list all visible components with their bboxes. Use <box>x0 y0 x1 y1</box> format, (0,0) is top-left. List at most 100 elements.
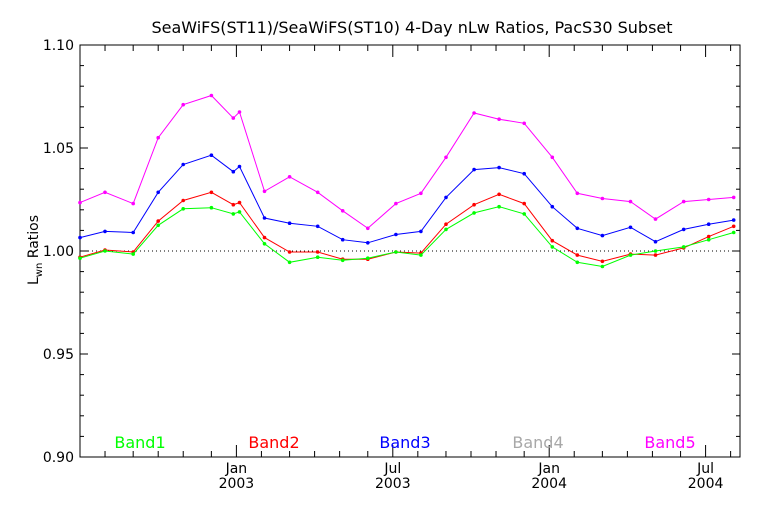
data-point-band3 <box>628 225 633 230</box>
data-point-band1 <box>472 211 476 215</box>
data-point-band3 <box>315 224 320 229</box>
data-point-band3 <box>287 221 292 225</box>
data-point-band3 <box>340 237 345 242</box>
data-point-band3 <box>653 239 658 244</box>
data-point-band3 <box>103 229 107 234</box>
data-point-band1 <box>209 205 214 210</box>
data-point-band5 <box>181 102 185 107</box>
data-point-band2 <box>287 250 292 254</box>
data-point-band5 <box>600 196 605 201</box>
legend-band2: Band2 <box>248 433 299 452</box>
data-point-band3 <box>78 235 82 240</box>
data-point-band1 <box>444 227 448 232</box>
data-point-band2 <box>497 192 501 197</box>
data-point-band5 <box>231 116 236 120</box>
data-point-band2 <box>181 198 185 203</box>
data-point-band2 <box>156 219 160 223</box>
data-point-band3 <box>262 216 267 220</box>
legend-band3: Band3 <box>379 433 430 452</box>
data-point-band1 <box>628 253 633 257</box>
data-point-band1 <box>575 260 580 265</box>
data-point-band1 <box>181 207 185 211</box>
series-line-band1 <box>79 206 734 268</box>
data-point-band1 <box>231 212 236 216</box>
x-tick-year: 2003 <box>219 476 255 492</box>
x-tick-year: 2004 <box>531 476 567 492</box>
data-point-band1 <box>600 264 605 269</box>
data-point-band5 <box>237 110 242 114</box>
data-point-band1 <box>287 260 292 265</box>
data-point-band1 <box>262 242 267 246</box>
data-point-band1 <box>315 255 320 259</box>
y-tick-label: 1.05 <box>43 141 74 157</box>
x-tick-year: 2003 <box>375 476 411 492</box>
data-point-band1 <box>681 245 686 249</box>
y-tick-label: 0.95 <box>43 347 74 363</box>
y-tick-label: 0.90 <box>43 450 74 466</box>
y-tick-label: 1.00 <box>43 244 74 260</box>
data-point-band5 <box>497 117 501 121</box>
x-tick-month: Jul <box>383 461 401 477</box>
data-point-band2 <box>731 224 736 229</box>
data-point-band5 <box>287 175 292 179</box>
data-point-band5 <box>444 155 448 160</box>
data-point-band1 <box>419 253 423 257</box>
data-point-band2 <box>706 234 711 239</box>
legend-band4: Band4 <box>512 433 563 452</box>
data-point-band3 <box>444 195 448 200</box>
data-point-band2 <box>262 235 267 240</box>
data-point-band3 <box>731 218 736 222</box>
data-point-band5 <box>550 155 555 160</box>
plot-frame <box>79 44 741 458</box>
data-point-band5 <box>628 199 633 204</box>
data-point-band2 <box>231 202 236 207</box>
data-point-band1 <box>131 252 135 256</box>
data-point-band3 <box>472 167 476 172</box>
data-point-band3 <box>681 227 686 232</box>
data-point-band2 <box>522 201 526 206</box>
y-tick-label: 1.10 <box>43 38 74 54</box>
data-point-band3 <box>394 232 398 237</box>
data-point-band1 <box>366 256 370 261</box>
data-point-band1 <box>103 249 107 253</box>
data-point-band5 <box>366 226 370 231</box>
data-point-band3 <box>550 204 555 209</box>
data-point-band2 <box>237 200 242 205</box>
data-point-band3 <box>600 233 605 238</box>
data-point-band5 <box>340 209 345 213</box>
data-point-band5 <box>681 199 686 204</box>
data-point-band5 <box>706 197 711 202</box>
data-point-band3 <box>522 171 526 176</box>
data-point-band2 <box>209 190 214 195</box>
data-point-band3 <box>575 226 580 231</box>
data-point-band3 <box>131 230 135 235</box>
data-point-band2 <box>575 253 580 257</box>
data-point-band3 <box>419 229 423 234</box>
data-point-band2 <box>444 222 448 226</box>
data-point-band5 <box>156 135 160 140</box>
legend-band5: Band5 <box>644 433 695 452</box>
data-point-band3 <box>181 162 185 167</box>
chart-title: SeaWiFS(ST11)/SeaWiFS(ST10) 4-Day nLw Ra… <box>151 18 672 37</box>
data-point-band2 <box>315 250 320 254</box>
data-point-band3 <box>156 190 160 195</box>
data-point-band5 <box>731 195 736 200</box>
data-point-band1 <box>394 250 398 254</box>
data-point-band3 <box>231 169 236 174</box>
data-point-band5 <box>419 191 423 196</box>
data-point-band2 <box>653 253 658 257</box>
plot-area: 0.900.951.001.051.10Jan2003Jul2003Jan200… <box>43 38 741 492</box>
x-tick-month: Jan <box>225 461 248 477</box>
data-point-band1 <box>156 223 160 228</box>
series-line-band5 <box>79 94 734 229</box>
data-point-band5 <box>131 201 135 206</box>
data-point-band3 <box>706 222 711 226</box>
data-point-band5 <box>78 200 82 205</box>
data-point-band3 <box>366 241 370 245</box>
data-point-band1 <box>497 204 501 209</box>
data-point-band3 <box>237 164 242 169</box>
data-point-band5 <box>522 121 526 126</box>
data-point-band1 <box>731 230 736 235</box>
data-point-band5 <box>653 217 658 221</box>
